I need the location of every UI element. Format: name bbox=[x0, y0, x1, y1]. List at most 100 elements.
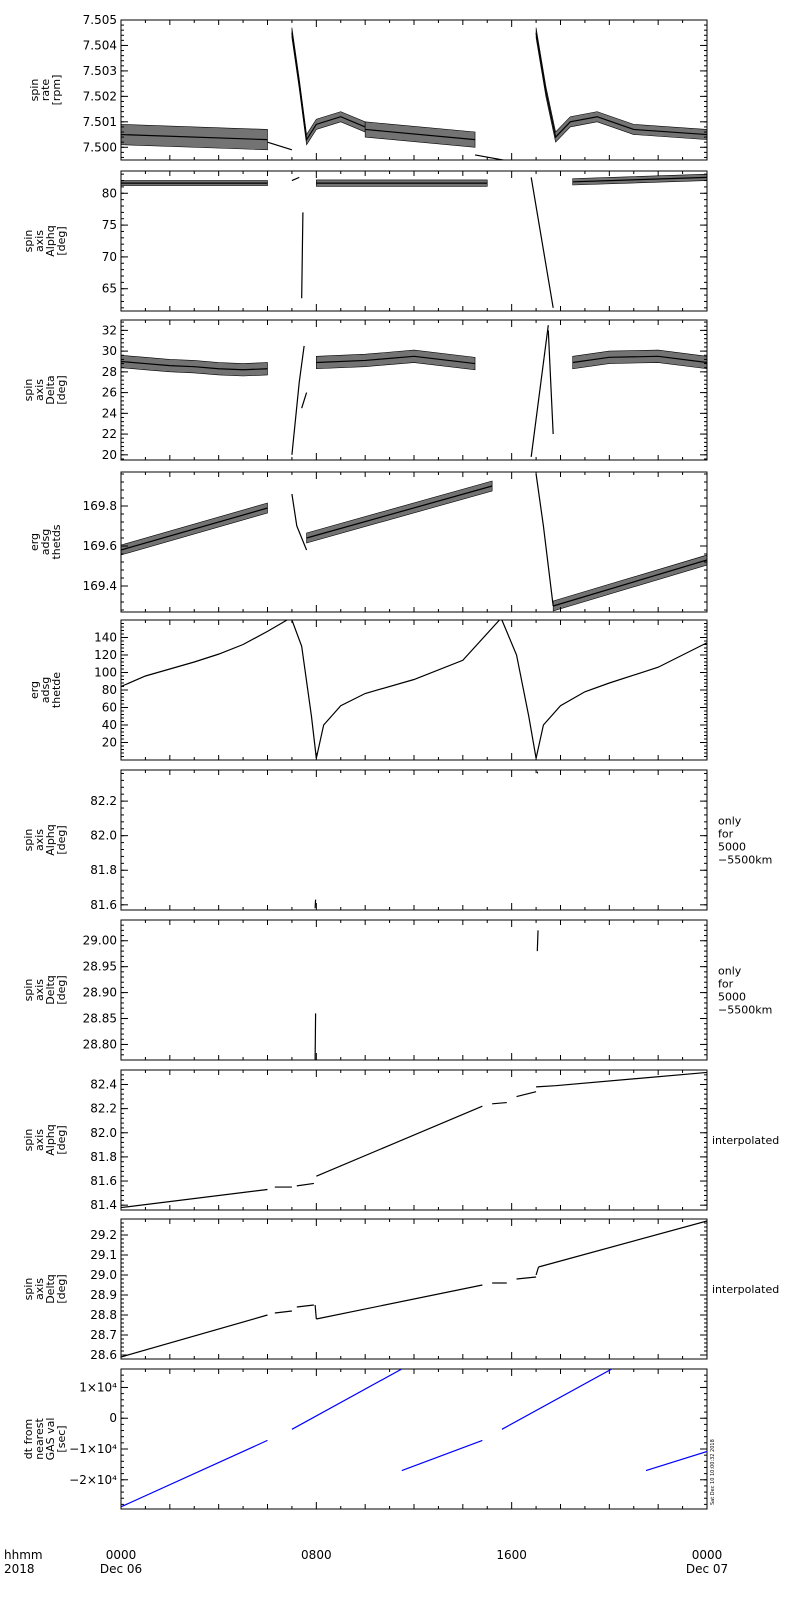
y-tick-label: 28.90 bbox=[83, 986, 117, 1000]
y-tick-label: 82.0 bbox=[90, 829, 117, 843]
y-axis-label: spinaxisDelta[deg] bbox=[22, 375, 68, 404]
y-tick-label: 7.505 bbox=[83, 13, 117, 27]
series-group bbox=[314, 771, 539, 909]
panel-frame bbox=[120, 769, 708, 911]
series-group bbox=[121, 620, 707, 759]
series-group bbox=[314, 930, 539, 1060]
y-tick-label: 7.504 bbox=[83, 38, 117, 52]
data-line bbox=[572, 355, 707, 364]
data-line bbox=[535, 1266, 540, 1276]
y-axis-label-line: erg bbox=[28, 681, 41, 699]
y-axis-label: ergadsgthetds bbox=[28, 524, 63, 559]
y-axis-label-line: spin bbox=[28, 79, 41, 102]
y-tick-label: 169.8 bbox=[83, 499, 117, 513]
y-axis-label-line: Alphq bbox=[44, 824, 57, 856]
y-axis-label-line: spin bbox=[22, 1278, 35, 1301]
y-axis-label-line: Deltq bbox=[44, 1274, 57, 1304]
time-tick-label: 0000 bbox=[106, 1548, 137, 1562]
series-group bbox=[121, 325, 707, 457]
y-axis-label-line: spin bbox=[22, 230, 35, 253]
data-line bbox=[536, 930, 539, 952]
y-tick-label: 28.80 bbox=[83, 1037, 117, 1051]
series-group bbox=[121, 27, 707, 160]
data-line bbox=[306, 485, 493, 539]
data-line bbox=[301, 212, 304, 299]
series-group bbox=[121, 1220, 707, 1358]
data-line bbox=[535, 32, 707, 139]
data-line bbox=[474, 154, 507, 160]
side-label: 5000 bbox=[718, 841, 746, 854]
side-label: interpolated bbox=[712, 1134, 779, 1147]
y-axis-label-line: [deg] bbox=[55, 825, 68, 854]
y-tick-label: 81.8 bbox=[90, 1150, 117, 1164]
y-tick-label: −1×10⁴ bbox=[69, 1442, 117, 1456]
data-line bbox=[516, 1091, 537, 1098]
y-tick-label: 29.0 bbox=[90, 1268, 117, 1282]
y-axis-label-line: axis bbox=[33, 829, 46, 851]
data-line bbox=[535, 642, 707, 759]
y-tick-label: 80 bbox=[102, 186, 117, 200]
y-tick-label: 60 bbox=[102, 701, 117, 715]
y-tick-label: 1×10⁴ bbox=[79, 1380, 117, 1394]
side-label: 5000 bbox=[718, 991, 746, 1004]
series-group bbox=[121, 173, 707, 308]
y-tick-label: 26 bbox=[102, 386, 117, 400]
y-axis-label: spinrate[rpm] bbox=[28, 75, 63, 106]
data-line bbox=[316, 1105, 483, 1177]
y-tick-label: 140 bbox=[94, 631, 117, 645]
panel-frame bbox=[120, 619, 708, 761]
y-tick-label: 82.2 bbox=[90, 1102, 117, 1116]
y-axis-label-line: [deg] bbox=[55, 975, 68, 1004]
y-tick-label: 29.00 bbox=[83, 934, 117, 948]
panel-9: 28.6 28.7 28.8 28.9 29.0 29.1 29.2 spinaxisDelt… bbox=[22, 1218, 779, 1362]
y-tick-label: 28.8 bbox=[90, 1308, 117, 1322]
y-tick-label: −2×10⁴ bbox=[69, 1473, 117, 1487]
y-tick-label: 32 bbox=[102, 323, 117, 337]
data-line bbox=[121, 1439, 268, 1508]
y-axis-label-line: [deg] bbox=[55, 1125, 68, 1154]
data-line bbox=[553, 559, 707, 607]
data-line bbox=[121, 133, 268, 141]
side-label: interpolated bbox=[712, 1283, 779, 1296]
y-axis-label: spinaxisDeltq[deg] bbox=[22, 975, 68, 1005]
y-tick-label: 7.501 bbox=[83, 115, 117, 129]
panel-frame bbox=[120, 1069, 708, 1211]
panel-2: 65 70 75 80 spinaxisAlphq[deg] bbox=[22, 170, 708, 312]
y-axis-label-line: spin bbox=[22, 829, 35, 852]
y-tick-label: 28.85 bbox=[83, 1012, 117, 1026]
data-line bbox=[291, 620, 317, 759]
data-band bbox=[535, 27, 707, 143]
y-tick-label: 81.6 bbox=[90, 1174, 117, 1188]
y-tick-label: 20 bbox=[102, 736, 117, 750]
y-tick-label: 7.502 bbox=[83, 89, 117, 103]
y-tick-label: 120 bbox=[94, 648, 117, 662]
data-band bbox=[316, 349, 476, 371]
panel-frame bbox=[120, 919, 708, 1061]
y-tick-label: 100 bbox=[94, 666, 117, 680]
y-tick-label: 7.503 bbox=[83, 64, 117, 78]
panel-8: 81.4 81.6 81.8 82.0 82.2 82.4 spinaxisAlphq[de… bbox=[22, 1069, 779, 1212]
y-axis-label: ergadsgthetde bbox=[28, 672, 63, 708]
data-line bbox=[501, 1369, 613, 1430]
y-axis-label-line: nearest bbox=[33, 1418, 46, 1460]
data-line bbox=[516, 1276, 537, 1280]
data-line bbox=[401, 1439, 483, 1472]
y-axis-label-line: Alphq bbox=[44, 225, 57, 257]
series-group bbox=[121, 1369, 707, 1508]
y-axis-label: spinaxisDeltq[deg] bbox=[22, 1274, 68, 1304]
data-line bbox=[492, 1101, 507, 1105]
side-label: only bbox=[718, 815, 742, 828]
y-axis-label-line: spin bbox=[22, 979, 35, 1002]
y-tick-label: 0 bbox=[109, 1411, 117, 1425]
y-tick-label: 82.2 bbox=[90, 794, 117, 808]
y-tick-label: 28.95 bbox=[83, 960, 117, 974]
panel-frame bbox=[120, 1368, 708, 1510]
y-axis-label-line: erg bbox=[28, 533, 41, 551]
data-band bbox=[572, 349, 707, 370]
y-axis-label-line: thetde bbox=[50, 672, 63, 708]
data-line bbox=[501, 620, 537, 759]
y-tick-label: 75 bbox=[102, 218, 117, 232]
y-tick-label: 81.6 bbox=[90, 898, 117, 912]
y-tick-label: 20 bbox=[102, 448, 117, 462]
data-line bbox=[536, 1085, 556, 1088]
